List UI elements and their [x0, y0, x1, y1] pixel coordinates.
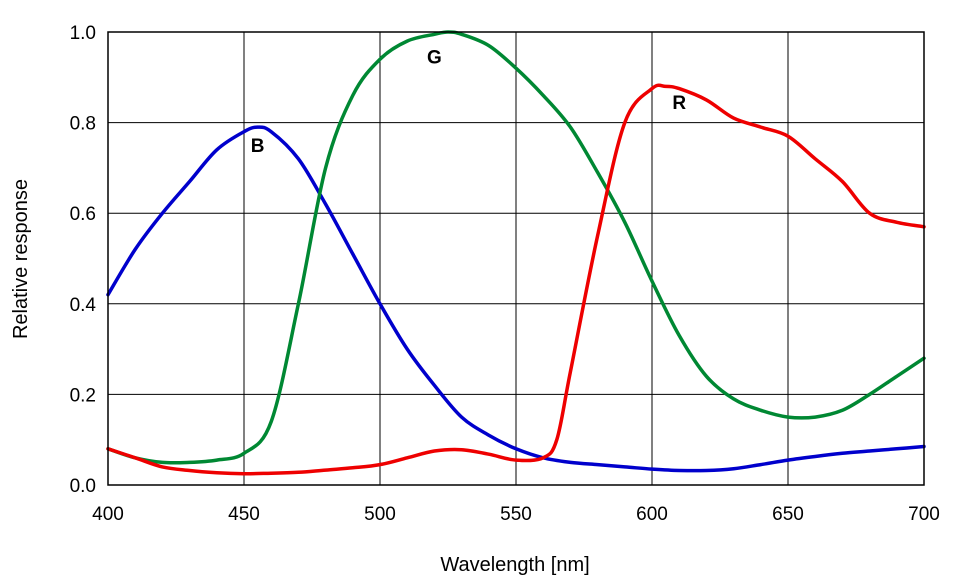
x-tick-label: 450	[228, 504, 260, 525]
y-axis-ticks: 0.0 0.2 0.4 0.6 0.8 1.0	[70, 23, 97, 497]
x-tick-label: 550	[500, 504, 532, 525]
series-label-g: G	[427, 48, 442, 69]
y-tick-label: 1.0	[70, 23, 96, 44]
x-axis-title: Wavelength [nm]	[440, 554, 589, 576]
x-axis-ticks: 400 450 500 550 600 650 700	[92, 504, 940, 525]
series-label-b: B	[251, 136, 265, 157]
x-tick-label: 500	[364, 504, 396, 525]
series-label-r: R	[672, 93, 686, 114]
y-axis-title: Relative response	[10, 179, 32, 339]
spectral-response-chart: 400 450 500 550 600 650 700 0.0 0.2 0.4 0.6 0.8 1.0…	[0, 0, 957, 588]
x-tick-label: 650	[772, 504, 804, 525]
y-tick-label: 0.6	[70, 204, 96, 225]
x-tick-label: 700	[908, 504, 940, 525]
y-tick-label: 0.8	[70, 114, 96, 135]
x-tick-label: 600	[636, 504, 668, 525]
y-tick-label: 0.2	[70, 385, 96, 406]
y-tick-label: 0.0	[70, 476, 96, 497]
y-tick-label: 0.4	[70, 295, 97, 316]
x-tick-label: 400	[92, 504, 124, 525]
